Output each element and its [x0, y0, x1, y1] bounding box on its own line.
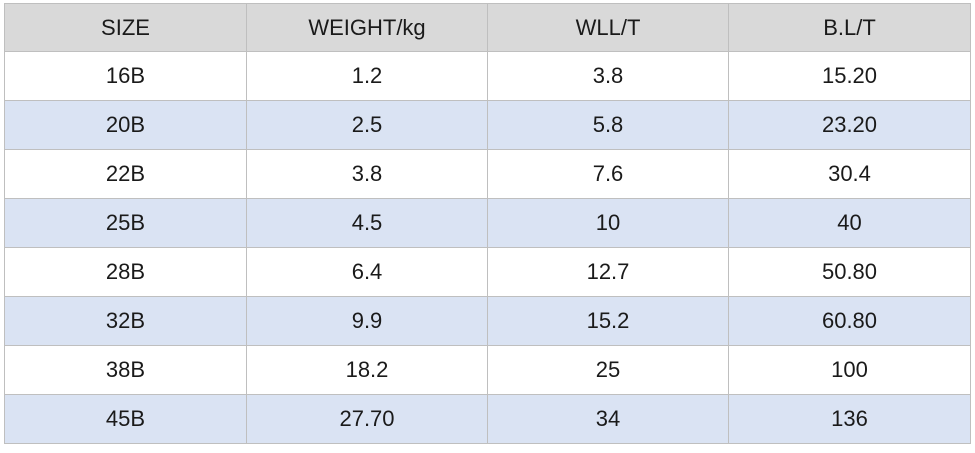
- cell-wll: 25: [487, 345, 729, 395]
- cell-size: 16B: [4, 51, 247, 101]
- table-row: 25B 4.5 10 40: [4, 198, 971, 248]
- cell-bl: 40: [728, 198, 971, 248]
- header-weight: WEIGHT/kg: [246, 3, 488, 52]
- table-row: 16B 1.2 3.8 15.20: [4, 51, 971, 101]
- cell-wll: 7.6: [487, 149, 729, 199]
- cell-size: 45B: [4, 394, 247, 444]
- cell-weight: 2.5: [246, 100, 488, 150]
- cell-bl: 136: [728, 394, 971, 444]
- header-size: SIZE: [4, 3, 247, 52]
- cell-wll: 34: [487, 394, 729, 444]
- cell-weight: 1.2: [246, 51, 488, 101]
- spec-table: SIZE WEIGHT/kg WLL/T B.L/T 16B 1.2 3.8 15.2…: [4, 3, 971, 444]
- cell-size: 32B: [4, 296, 247, 346]
- cell-wll: 10: [487, 198, 729, 248]
- cell-wll: 5.8: [487, 100, 729, 150]
- table-row: 38B 18.2 25 100: [4, 345, 971, 395]
- table-row: 32B 9.9 15.2 60.80: [4, 296, 971, 346]
- table-body: 16B 1.2 3.8 15.20 20B 2.5 5.8 23.20 22B 3.8 7.6 30.…: [4, 51, 971, 444]
- cell-wll: 3.8: [487, 51, 729, 101]
- cell-weight: 4.5: [246, 198, 488, 248]
- cell-size: 25B: [4, 198, 247, 248]
- header-wll: WLL/T: [487, 3, 729, 52]
- table-header: SIZE WEIGHT/kg WLL/T B.L/T: [4, 3, 971, 52]
- cell-weight: 6.4: [246, 247, 488, 297]
- cell-wll: 15.2: [487, 296, 729, 346]
- cell-weight: 9.9: [246, 296, 488, 346]
- cell-bl: 50.80: [728, 247, 971, 297]
- table-row: 22B 3.8 7.6 30.4: [4, 149, 971, 199]
- cell-bl: 15.20: [728, 51, 971, 101]
- table-row: 28B 6.4 12.7 50.80: [4, 247, 971, 297]
- table-row: 20B 2.5 5.8 23.20: [4, 100, 971, 150]
- cell-weight: 3.8: [246, 149, 488, 199]
- cell-bl: 30.4: [728, 149, 971, 199]
- table-row: 45B 27.70 34 136: [4, 394, 971, 444]
- cell-wll: 12.7: [487, 247, 729, 297]
- header-bl: B.L/T: [728, 3, 971, 52]
- cell-size: 22B: [4, 149, 247, 199]
- cell-weight: 27.70: [246, 394, 488, 444]
- cell-size: 38B: [4, 345, 247, 395]
- cell-bl: 60.80: [728, 296, 971, 346]
- cell-bl: 23.20: [728, 100, 971, 150]
- header-row: SIZE WEIGHT/kg WLL/T B.L/T: [4, 3, 971, 52]
- cell-bl: 100: [728, 345, 971, 395]
- cell-size: 20B: [4, 100, 247, 150]
- cell-weight: 18.2: [246, 345, 488, 395]
- cell-size: 28B: [4, 247, 247, 297]
